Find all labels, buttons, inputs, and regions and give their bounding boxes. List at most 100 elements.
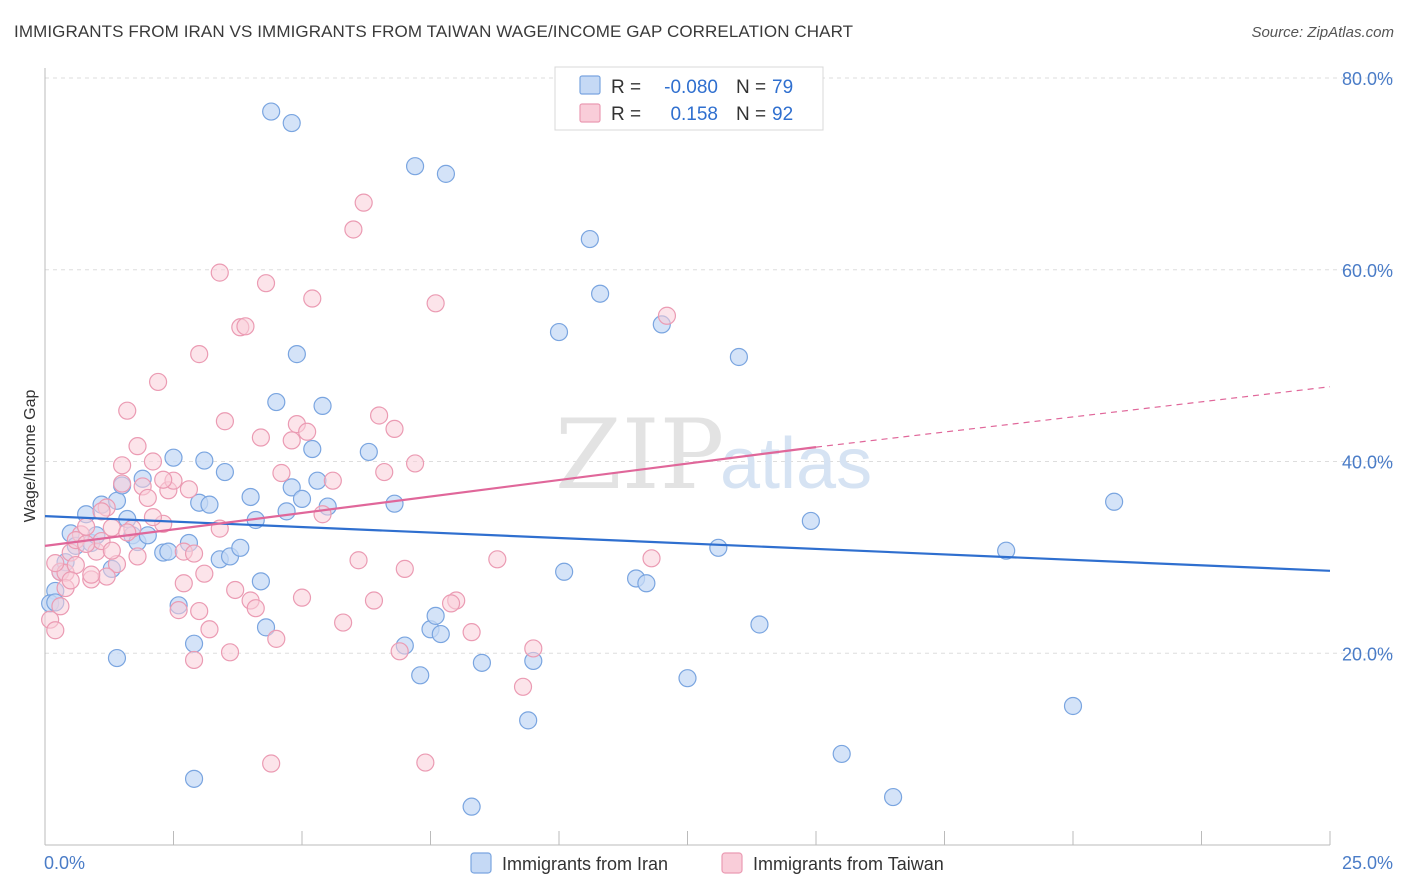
- iran-point: [555, 562, 574, 581]
- watermark-zip: ZIP: [555, 399, 724, 511]
- stats-legend-taiwan-n-value: 92: [772, 104, 793, 125]
- chart-title: IMMIGRANTS FROM IRAN VS IMMIGRANTS FROM …: [14, 22, 854, 41]
- taiwan-point: [143, 452, 163, 471]
- taiwan-point: [513, 677, 533, 696]
- iran-point: [580, 229, 599, 249]
- stats-legend-taiwan-n-label: N =: [736, 104, 766, 125]
- taiwan-point: [112, 456, 132, 475]
- taiwan-point: [215, 412, 234, 431]
- iran-point: [251, 572, 270, 591]
- stats-legend-taiwan-r-label: R =: [611, 104, 641, 125]
- iran-point: [262, 102, 281, 121]
- x-tick-label-min: 0.0%: [44, 853, 85, 873]
- taiwan-point: [118, 401, 137, 420]
- iran-point: [256, 618, 276, 637]
- taiwan-point: [323, 471, 342, 490]
- taiwan-point: [370, 406, 389, 425]
- taiwan-point: [462, 623, 481, 642]
- stats-legend-iran-swatch: [579, 75, 601, 95]
- taiwan-point: [303, 289, 322, 308]
- iran-point: [411, 666, 430, 685]
- x-axis-ticks: [173, 831, 1331, 845]
- taiwan-point: [66, 555, 85, 575]
- taiwan-point: [298, 422, 317, 441]
- stats-legend-taiwan-r-value: 0.158: [670, 104, 718, 125]
- taiwan-point: [138, 488, 157, 508]
- taiwan-point: [272, 463, 291, 483]
- x-tick-label-max: 25.0%: [1342, 853, 1393, 873]
- taiwan-point: [46, 621, 65, 640]
- iran-point: [431, 624, 450, 644]
- stats-legend-taiwan-swatch: [579, 103, 601, 123]
- iran-point: [405, 157, 425, 176]
- taiwan-point: [143, 508, 163, 527]
- stats-legend-iran-n-label: N =: [736, 77, 766, 98]
- y-tick-label: 80.0%: [1342, 69, 1393, 89]
- taiwan-point: [364, 591, 384, 610]
- taiwan-point: [102, 518, 121, 537]
- iran-point: [282, 113, 301, 133]
- iran-point: [472, 653, 491, 672]
- stats-legend: R = -0.080 N = 79 R = 0.158 N = 92: [554, 66, 824, 131]
- taiwan-point: [236, 317, 255, 336]
- iran-point: [519, 711, 538, 730]
- taiwan-point: [128, 437, 147, 456]
- series-taiwan-points: [41, 193, 677, 773]
- taiwan-point: [148, 372, 168, 392]
- taiwan-point: [267, 629, 286, 648]
- bottom-legend: Immigrants from Iran Immigrants from Tai…: [470, 852, 944, 874]
- iran-point: [267, 392, 286, 412]
- iran-point: [750, 615, 769, 634]
- taiwan-point: [354, 193, 373, 212]
- taiwan-point: [426, 294, 445, 313]
- taiwan-point: [395, 559, 414, 578]
- taiwan-point: [97, 567, 116, 586]
- taiwan-point: [344, 220, 363, 239]
- y-axis-tick-labels: 20.0% 40.0% 60.0% 80.0%: [1342, 69, 1393, 664]
- iran-point: [549, 322, 569, 342]
- iran-point: [426, 606, 445, 625]
- taiwan-point: [349, 551, 368, 570]
- taiwan-point: [292, 588, 312, 607]
- taiwan-point: [174, 574, 193, 593]
- taiwan-point: [642, 549, 661, 568]
- taiwan-point: [385, 419, 404, 439]
- taiwan-point: [77, 534, 96, 554]
- gridlines: [45, 77, 1393, 654]
- taiwan-point: [169, 601, 188, 620]
- taiwan-point: [112, 474, 132, 493]
- iran-point: [195, 451, 214, 470]
- taiwan-point: [190, 345, 209, 364]
- taiwan-point: [334, 613, 353, 632]
- taiwan-point: [524, 639, 543, 658]
- iran-point: [729, 347, 749, 367]
- taiwan-point: [375, 462, 394, 482]
- iran-point: [1105, 492, 1124, 511]
- taiwan-point: [184, 650, 204, 670]
- iran-point: [287, 345, 306, 364]
- taiwan-point: [313, 505, 332, 524]
- taiwan-point: [488, 550, 507, 569]
- taiwan-point: [51, 597, 70, 616]
- iran-point: [883, 787, 903, 807]
- iran-point: [184, 769, 204, 788]
- iran-point: [159, 542, 178, 561]
- taiwan-point: [657, 306, 677, 325]
- iran-point: [678, 669, 697, 688]
- bottom-legend-iran-label: Immigrants from Iran: [502, 854, 668, 874]
- taiwan-point: [200, 620, 219, 639]
- taiwan-point: [118, 523, 137, 542]
- y-axis-title: Wage/Income Gap: [22, 390, 39, 523]
- iran-point: [277, 502, 296, 521]
- iran-point: [1063, 696, 1083, 716]
- iran-point: [436, 164, 456, 183]
- taiwan-trendline: [44, 446, 817, 547]
- iran-point: [801, 511, 820, 531]
- iran-point: [709, 538, 728, 557]
- taiwan-point: [92, 502, 111, 521]
- iran-point: [308, 471, 327, 490]
- iran-point: [997, 541, 1016, 560]
- taiwan-point: [246, 599, 265, 618]
- taiwan-point: [226, 580, 245, 600]
